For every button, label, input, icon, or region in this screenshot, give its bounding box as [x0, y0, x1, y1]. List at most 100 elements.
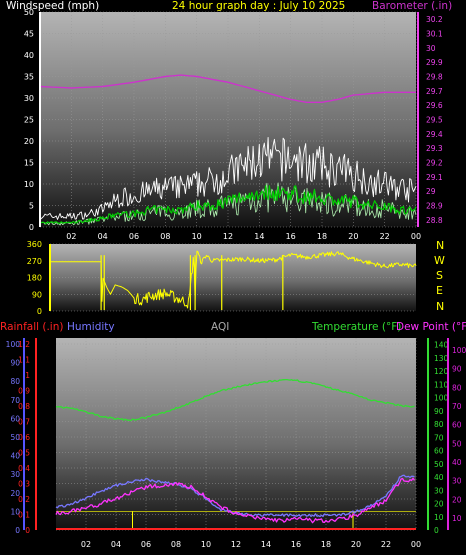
- rainfall-tick-label: 0: [25, 526, 30, 535]
- direction-y-tick-label: 180: [27, 274, 42, 283]
- direction-y-tick-label: 360: [27, 240, 42, 249]
- barometer-tick-label: 30.2: [426, 15, 443, 24]
- bottom-x-tick-label: 00: [411, 540, 421, 549]
- direction-y-tick-label: 0: [37, 307, 42, 316]
- rainfall-tick-label: 1: [25, 371, 30, 380]
- top-y-tick-label: 40: [24, 51, 34, 60]
- top-x-tick-label: 10: [192, 232, 202, 241]
- bottom-x-tick-label: 10: [201, 540, 211, 549]
- wind-average-line: [39, 185, 417, 225]
- top-y-tick-label: 0: [29, 223, 34, 232]
- direction-letter-e: E: [436, 284, 443, 297]
- temperature-tick-label: 20: [434, 500, 444, 509]
- temperature-tick-label: 130: [434, 354, 449, 363]
- temperature-tick-label: 50: [434, 460, 444, 469]
- top-x-tick-label: 20: [348, 232, 358, 241]
- barometer-tick-label: 29.6: [426, 101, 443, 110]
- bottom-x-tick-label: 14: [261, 540, 271, 549]
- dewpoint-tick-label: 70: [452, 402, 462, 411]
- dewpoint-tick-label: 30: [452, 477, 462, 486]
- humidity-tick-label: 70: [10, 396, 20, 405]
- top-x-tick-label: 22: [380, 232, 390, 241]
- humidity-tick-label: 40: [10, 452, 20, 461]
- top-x-tick-label: 04: [98, 232, 108, 241]
- temperature-label: Temperature (°F): [311, 321, 401, 333]
- temperature-tick-label: 60: [434, 447, 444, 456]
- bottom-x-tick-label: 06: [141, 540, 151, 549]
- top-y-tick-label: 45: [24, 30, 34, 39]
- barometer-tick-label: 28.8: [426, 216, 443, 225]
- wind-gust-line: [39, 136, 417, 221]
- direction-letter-s: S: [436, 269, 443, 282]
- humidity-tick-label: 30: [10, 470, 20, 479]
- chart-title: 24 hour graph day : July 10 2025: [172, 0, 345, 12]
- bottom-x-tick-label: 22: [381, 540, 391, 549]
- temperature-tick-label: 30: [434, 486, 444, 495]
- dewpoint-tick-label: 60: [452, 421, 462, 430]
- temperature-tick-label: 90: [434, 407, 444, 416]
- humidity-label: Humidity: [67, 321, 115, 333]
- top-x-tick-label: 00: [411, 232, 421, 241]
- direction-y-tick-label: 90: [32, 290, 42, 299]
- bottom-x-tick-label: 16: [291, 540, 301, 549]
- humidity-tick-label: 90: [10, 359, 20, 368]
- barometer-tick-label: 30: [426, 44, 436, 53]
- bottom-x-tick-label: 08: [171, 540, 181, 549]
- top-x-tick-label: 14: [254, 232, 264, 241]
- bottom-x-tick-label: 20: [351, 540, 361, 549]
- rainfall-label: Rainfall (.in): [0, 321, 63, 333]
- barometer-tick-label: 29.2: [426, 159, 443, 168]
- dewpoint-tick-label: 20: [452, 495, 462, 504]
- barometer-tick-label: 29.3: [426, 144, 443, 153]
- top-y-tick-label: 15: [24, 159, 34, 168]
- direction-letter-w: W: [434, 254, 445, 267]
- humidity-tick-label: 50: [10, 433, 20, 442]
- top-y-tick-label: 35: [24, 73, 34, 82]
- top-y-tick-label: 25: [24, 116, 34, 125]
- temperature-line: [55, 378, 415, 422]
- humidity-tick-label: 10: [10, 507, 20, 516]
- temperature-tick-label: 70: [434, 433, 444, 442]
- top-x-tick-label: 18: [317, 232, 327, 241]
- humidity-tick-label: 80: [10, 377, 20, 386]
- dewpoint-tick-label: 90: [452, 365, 462, 374]
- direction-letter-n-bottom: N: [436, 300, 444, 313]
- top-x-tick-label: 02: [66, 232, 76, 241]
- dewpoint-tick-label: 50: [452, 439, 462, 448]
- top-y-tick-label: 50: [24, 8, 34, 17]
- top-x-tick-label: 06: [129, 232, 139, 241]
- barometer-tick-label: 29.8: [426, 73, 443, 82]
- dewpoint-label: Dew Point (°F): [396, 321, 466, 333]
- temperature-tick-label: 40: [434, 473, 444, 482]
- wind-direction-line: [49, 250, 417, 309]
- bottom-x-tick-label: 12: [231, 540, 241, 549]
- barometer-tick-label: 30.1: [426, 30, 443, 39]
- barometer-tick-label: 29: [426, 187, 436, 196]
- windspeed-label: Windspeed (mph): [6, 0, 99, 12]
- dewpoint-tick-label: 10: [452, 514, 462, 523]
- top-x-tick-label: 16: [286, 232, 296, 241]
- temperature-tick-label: 80: [434, 420, 444, 429]
- temperature-tick-label: 10: [434, 513, 444, 522]
- barometer-tick-label: 29.4: [426, 130, 443, 139]
- humidity-tick-label: 20: [10, 489, 20, 498]
- aqi-label: AQI: [211, 321, 229, 333]
- direction-y-tick-label: 270: [27, 257, 42, 266]
- dewpoint-line: [55, 477, 416, 524]
- temperature-tick-label: 110: [434, 380, 449, 389]
- dewpoint-tick-label: 40: [452, 458, 462, 467]
- top-y-tick-label: 10: [24, 180, 34, 189]
- humidity-tick-label: 60: [10, 414, 20, 423]
- top-y-tick-label: 20: [24, 137, 34, 146]
- barometer-tick-label: 29.7: [426, 87, 443, 96]
- barometer-label: Barometer (.in): [372, 0, 452, 12]
- bottom-x-tick-label: 04: [111, 540, 121, 549]
- direction-letter-n-top: N: [436, 239, 444, 252]
- humidity-tick-label: 100: [6, 340, 21, 349]
- bottom-x-tick-label: 18: [321, 540, 331, 549]
- temperature-tick-label: 140: [434, 341, 449, 350]
- temperature-tick-label: 0: [434, 526, 439, 535]
- humidity-tick-label: 0: [15, 526, 20, 535]
- top-y-tick-label: 30: [24, 94, 34, 103]
